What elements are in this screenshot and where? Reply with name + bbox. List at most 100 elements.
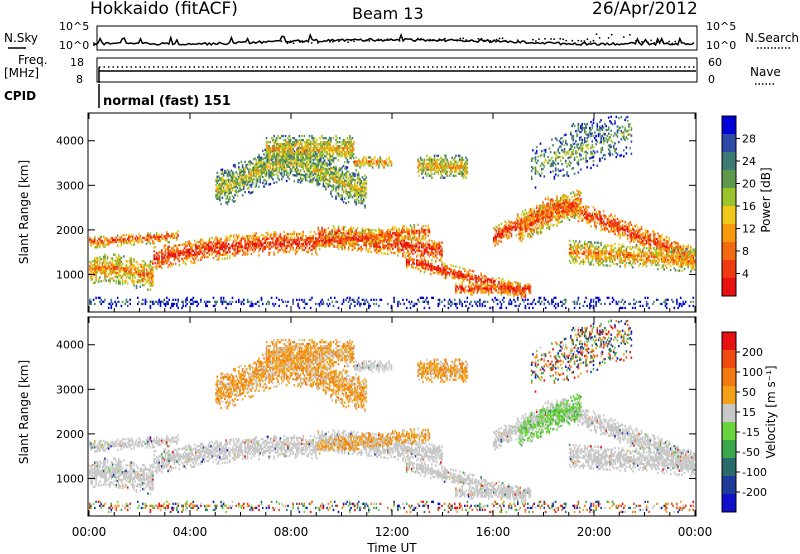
power-cell: [226, 251, 229, 254]
power-cell: [549, 213, 552, 216]
power-cell: [581, 260, 583, 263]
power-cell: [221, 168, 224, 171]
power-cell: [539, 231, 542, 235]
power-cell: [351, 238, 354, 241]
power-cell: [631, 246, 634, 249]
power-cell: [273, 253, 275, 256]
power-cell: [414, 239, 417, 242]
power-cell: [265, 243, 268, 246]
power-cell: [548, 205, 551, 209]
power-cell: [576, 193, 578, 196]
power-cell: [568, 210, 571, 213]
power-cell: [121, 283, 124, 286]
power-cell: [422, 264, 424, 268]
power-cell: [260, 234, 263, 237]
power-cell: [563, 200, 566, 203]
power-cell: [600, 229, 602, 232]
power-cell: [258, 236, 260, 239]
power-cell: [577, 197, 580, 200]
power-cell: [366, 235, 369, 238]
power-cell: [518, 216, 520, 219]
power-cell: [535, 214, 538, 218]
power-cell: [322, 235, 325, 238]
power-cell: [565, 194, 567, 197]
power-cell: [563, 217, 566, 220]
power-cell: [431, 251, 433, 255]
power-cell: [576, 209, 578, 212]
power-cell: [205, 241, 207, 245]
power-cell: [602, 210, 605, 213]
power-cell: [284, 249, 287, 252]
power-cell: [530, 227, 533, 230]
power-cell: [643, 236, 645, 239]
power-cell: [277, 247, 279, 250]
power-cell: [345, 230, 347, 233]
power-cell: [562, 193, 564, 197]
power-cell: [326, 238, 328, 242]
power-cell: [140, 263, 143, 267]
power-cell: [568, 253, 571, 256]
power-cell: [601, 248, 604, 251]
power-cell: [479, 277, 481, 281]
power-cell: [572, 205, 575, 208]
power-cell: [269, 233, 272, 236]
power-cell: [101, 263, 104, 267]
power-cell: [677, 261, 679, 264]
power-cell: [424, 234, 427, 238]
power-cell: [97, 242, 100, 245]
power-cell: [616, 255, 619, 258]
power-cell: [164, 248, 167, 251]
power-cell: [518, 285, 520, 288]
power-cell: [518, 283, 520, 286]
power-cell: [557, 201, 559, 205]
power-cell: [525, 285, 528, 288]
power-cell: [458, 266, 461, 269]
power-cell: [544, 197, 547, 200]
power-cell: [130, 239, 133, 242]
power-cell: [506, 281, 509, 284]
power-cell: [563, 213, 566, 216]
power-cell: [315, 249, 317, 252]
power-cell: [219, 250, 221, 253]
power-cell: [345, 239, 347, 242]
power-cell: [576, 207, 578, 210]
power-cell: [566, 196, 568, 199]
power-cell: [519, 222, 522, 225]
power-cell: [404, 235, 407, 238]
power-cell: [161, 252, 163, 256]
power-cell: [412, 238, 414, 241]
power-cell: [552, 208, 554, 211]
power-cell: [539, 227, 542, 231]
power-cell: [195, 247, 197, 250]
power-cell: [378, 245, 380, 248]
power-cell: [149, 268, 152, 271]
power-cell: [530, 235, 533, 238]
power-cell: [207, 241, 210, 244]
power-cell: [291, 242, 293, 246]
power-cell: [366, 250, 369, 253]
power-cell: [643, 242, 645, 245]
power-cell: [219, 179, 221, 182]
power-cell: [211, 243, 214, 246]
power-cell: [200, 238, 202, 241]
power-cell: [528, 226, 530, 230]
power-cell: [94, 246, 96, 249]
power-cell: [467, 291, 470, 294]
nsearch-point: [595, 33, 598, 35]
power-cell: [91, 272, 94, 275]
power-cell: [504, 287, 506, 290]
power-cell: [309, 249, 312, 252]
power-cell: [592, 253, 595, 256]
power-cell: [443, 264, 446, 267]
power-cell: [621, 251, 624, 254]
power-cell: [171, 251, 173, 254]
power-cell: [398, 233, 400, 236]
power-cell: [315, 237, 317, 240]
power-cell: [503, 291, 505, 294]
power-cell: [587, 241, 590, 244]
power-cell: [431, 267, 433, 270]
power-cell: [410, 248, 413, 251]
power-cell: [677, 269, 679, 272]
power-cell: [332, 234, 335, 237]
power-cell: [549, 217, 552, 220]
